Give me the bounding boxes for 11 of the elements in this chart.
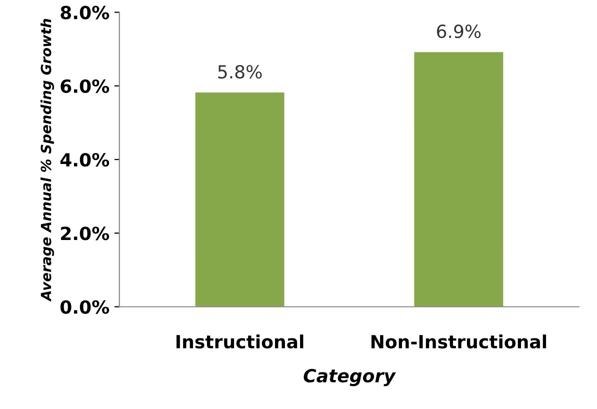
y-tick-label: 6.0% — [60, 79, 110, 94]
y-tick-label: 2.0% — [61, 226, 110, 240]
x-tick-label: Non-Instructional — [371, 334, 546, 349]
x-tick-label: Instructional — [176, 334, 304, 349]
data-label: 6.9% — [437, 24, 481, 38]
y-tick-label: 4.0% — [60, 152, 110, 167]
x-axis-title: Category — [304, 368, 396, 386]
y-tick-label: 0.0% — [60, 300, 110, 314]
y-tick-label: 8.0% — [60, 6, 110, 20]
y-axis-title: Average Annual % Spending Growth — [40, 18, 54, 302]
data-label: 5.8% — [218, 64, 262, 79]
